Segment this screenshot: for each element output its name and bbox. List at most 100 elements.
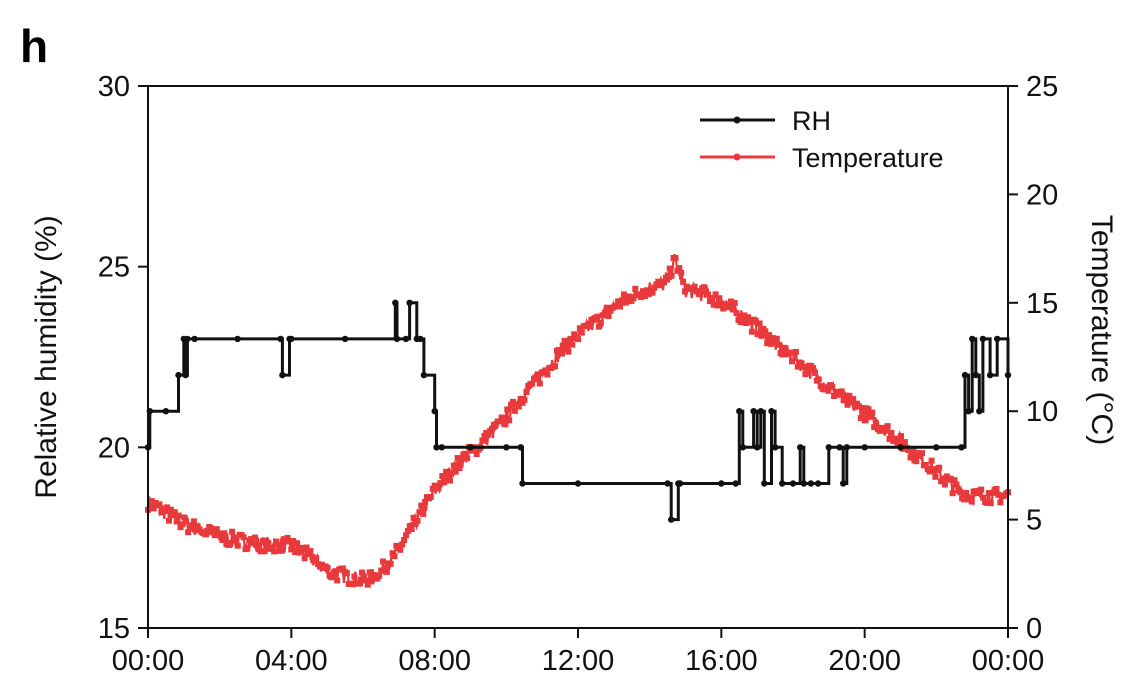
temperature-point xyxy=(605,313,612,319)
temperature-point xyxy=(695,287,702,294)
temperature-point xyxy=(452,468,459,475)
temperature-point xyxy=(364,581,371,588)
temperature-point xyxy=(357,580,364,587)
temperature-point xyxy=(926,468,933,475)
temperature-point xyxy=(741,312,748,319)
x-tick-label: 16:00 xyxy=(685,645,758,677)
temperature-point xyxy=(544,371,551,378)
temperature-point xyxy=(450,462,457,469)
temperature-point xyxy=(680,278,687,285)
temperature-point xyxy=(892,435,899,442)
temperature-point xyxy=(489,425,495,432)
temperature-point xyxy=(502,421,509,428)
temperature-point xyxy=(232,537,239,544)
temperature-point xyxy=(368,578,375,585)
rh-point xyxy=(438,444,445,451)
temperature-point xyxy=(831,393,838,399)
temperature-point xyxy=(987,500,994,507)
temperature-point xyxy=(227,541,234,548)
rh-point xyxy=(965,408,972,415)
temperature-point xyxy=(204,527,211,534)
temperature-point xyxy=(278,547,285,554)
temperature-point xyxy=(794,363,801,370)
temperature-point xyxy=(533,374,539,381)
temperature-point xyxy=(745,314,752,321)
temperature-point xyxy=(857,415,864,422)
temperature-point xyxy=(712,291,719,298)
temperature-point xyxy=(334,577,341,584)
rh-point xyxy=(757,408,764,415)
temperature-point xyxy=(454,455,461,462)
rh-point xyxy=(754,444,761,451)
temperature-point xyxy=(307,548,314,555)
temperature-point xyxy=(391,553,398,560)
temperature-point xyxy=(597,319,604,326)
rh-point xyxy=(277,335,284,343)
temperature-point xyxy=(682,288,688,295)
temperature-point xyxy=(729,306,736,313)
temperature-point xyxy=(208,525,215,532)
rh-point xyxy=(739,444,746,451)
temperature-point xyxy=(978,486,985,493)
x-tick-label: 00:00 xyxy=(972,645,1045,677)
temperature-point xyxy=(148,498,155,505)
x-tick-label: 00:00 xyxy=(112,645,185,677)
rh-point xyxy=(503,444,510,451)
temperature-point xyxy=(324,564,331,571)
temperature-point xyxy=(697,291,704,298)
temperature-point xyxy=(578,329,585,336)
temperature-point xyxy=(649,289,656,296)
temperature-point xyxy=(789,358,795,365)
temperature-point xyxy=(313,555,320,562)
temperature-point xyxy=(229,528,236,535)
temperature-point xyxy=(953,481,960,488)
temperature-point xyxy=(829,384,836,390)
temperature-point xyxy=(848,399,855,406)
rh-point xyxy=(789,480,797,487)
left-tick-label: 25 xyxy=(98,252,130,284)
x-axis: 00:00 04:00 08:00 12:00 16:00 20:00 00:00 xyxy=(112,628,1045,677)
temperature-point xyxy=(913,458,920,465)
temperature-point xyxy=(898,433,904,440)
temperature-point xyxy=(263,545,270,552)
temperature-point xyxy=(873,420,880,427)
temperature-point xyxy=(349,581,356,588)
rh-point xyxy=(417,335,424,343)
temperature-point xyxy=(941,481,948,488)
temperature-point xyxy=(603,304,610,311)
temperature-point xyxy=(754,331,761,338)
rh-point xyxy=(341,335,349,343)
legend-temperature-label: Temperature xyxy=(792,143,944,173)
rh-point xyxy=(664,480,671,487)
temperature-point xyxy=(257,548,264,555)
temperature-point xyxy=(146,503,153,510)
temperature-point xyxy=(500,414,507,421)
temperature-point xyxy=(714,302,721,309)
temperature-point xyxy=(416,509,423,516)
temperature-point xyxy=(420,510,427,517)
temperature-point xyxy=(408,526,415,532)
temperature-point xyxy=(362,577,369,584)
temperature-point xyxy=(668,272,675,279)
rh-point xyxy=(843,444,850,451)
temperature-point xyxy=(768,340,774,347)
temperature-point xyxy=(536,380,543,387)
temperature-point xyxy=(781,344,788,351)
temperature-point xyxy=(529,380,536,387)
temperature-point xyxy=(622,299,629,306)
temperature-point xyxy=(399,541,406,548)
temperature-point xyxy=(361,574,367,581)
rh-point xyxy=(732,480,739,487)
temperature-point xyxy=(523,389,530,395)
temperature-point xyxy=(351,573,358,580)
rh-point xyxy=(393,335,401,343)
temperature-point xyxy=(963,489,969,496)
rh-point xyxy=(958,444,965,451)
temperature-point xyxy=(219,537,226,543)
temperature-point xyxy=(825,387,832,394)
temperature-point xyxy=(626,293,633,300)
temperature-point xyxy=(943,473,950,480)
right-tick-label: 25 xyxy=(1026,71,1058,103)
temperature-point xyxy=(861,417,868,424)
